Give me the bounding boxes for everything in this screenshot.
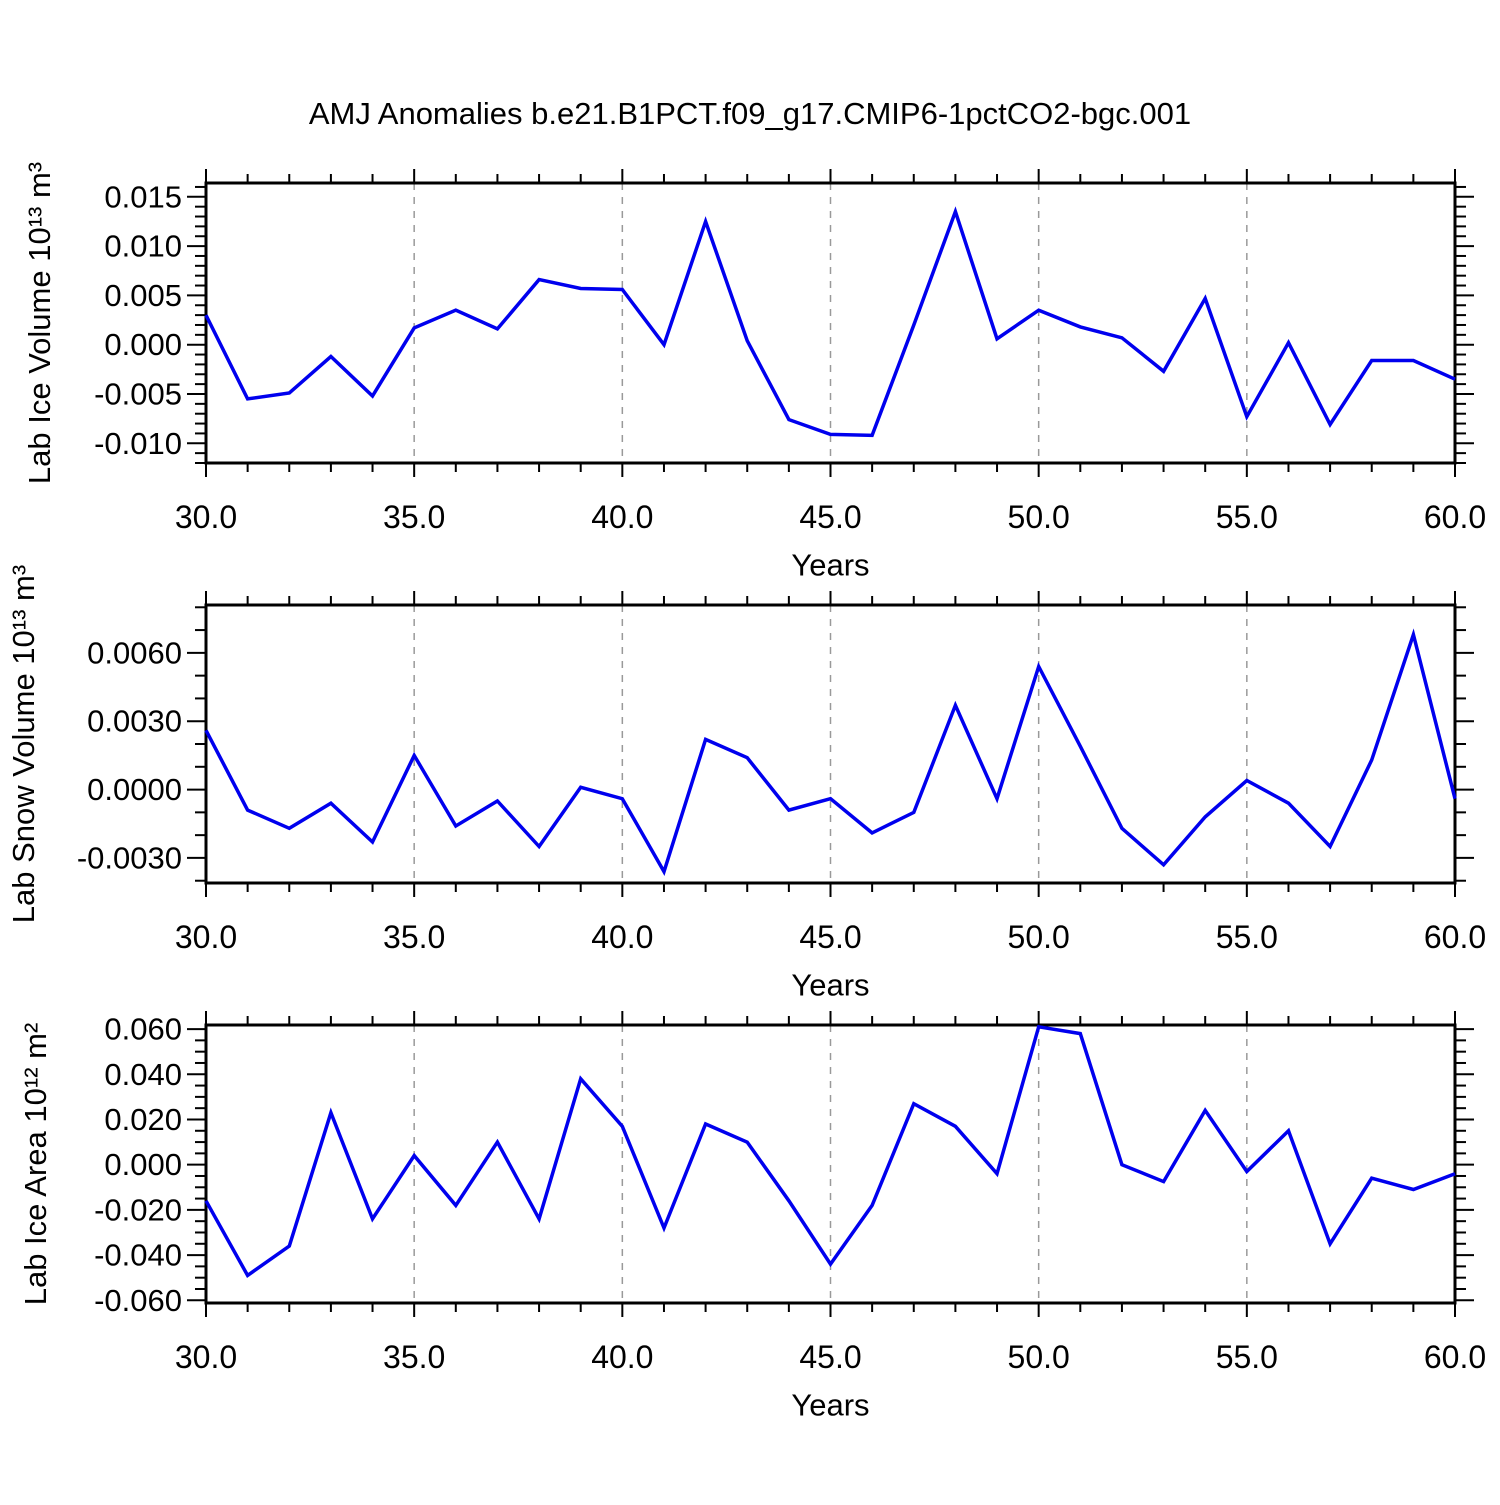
x-axis-title: Years xyxy=(791,1388,869,1423)
x-tick-label: 60.0 xyxy=(1424,919,1486,955)
y-tick-label: -0.020 xyxy=(94,1192,182,1227)
panel-2-y-axis-label: Lab Snow Volume 10¹³ m³ xyxy=(6,564,41,924)
plot-frame xyxy=(204,603,1457,885)
x-tick-label: 55.0 xyxy=(1216,919,1278,955)
plot-frame xyxy=(204,1023,1457,1305)
series-line-3 xyxy=(204,1024,1456,1278)
x-tick-label: 30.0 xyxy=(175,1339,237,1375)
y-tick-label: -0.040 xyxy=(94,1238,182,1273)
x-tick-label: 40.0 xyxy=(591,1339,653,1375)
y-tick-label: -0.005 xyxy=(94,376,182,411)
plot-frame xyxy=(204,181,1457,465)
x-tick-label: 30.0 xyxy=(175,499,237,535)
y-tick-label: 0.000 xyxy=(104,1147,182,1182)
y-tick-label: 0.040 xyxy=(104,1057,182,1092)
x-tick-label: 40.0 xyxy=(591,919,653,955)
x-tick-label: 50.0 xyxy=(1008,919,1070,955)
panel-3-y-axis-label: Lab Ice Area 10¹² m² xyxy=(18,1022,53,1306)
x-tick-label: 55.0 xyxy=(1216,1339,1278,1375)
y-tick-label: 0.0030 xyxy=(87,704,182,739)
x-tick-label: 35.0 xyxy=(383,499,445,535)
y-tick-label: 0.010 xyxy=(104,229,182,264)
x-tick-label: 40.0 xyxy=(591,499,653,535)
x-tick-label: 60.0 xyxy=(1424,499,1486,535)
x-tick-label: 60.0 xyxy=(1424,1339,1486,1375)
y-tick-label: 0.020 xyxy=(104,1102,182,1137)
series-line-1 xyxy=(204,206,1456,438)
x-axis-title: Years xyxy=(791,548,869,583)
y-tick-label: 0.0060 xyxy=(87,635,182,670)
x-tick-label: 45.0 xyxy=(799,1339,861,1375)
y-tick-label: -0.060 xyxy=(94,1283,182,1318)
x-axis-title: Years xyxy=(791,968,869,1003)
y-tick-label: -0.010 xyxy=(94,426,182,461)
chart-title: AMJ Anomalies b.e21.B1PCT.f09_g17.CMIP6-… xyxy=(308,96,1192,131)
series-line-2 xyxy=(204,628,1457,876)
x-tick-label: 55.0 xyxy=(1216,499,1278,535)
x-tick-label: 30.0 xyxy=(175,919,237,955)
y-tick-label: 0.015 xyxy=(104,179,182,214)
y-tick-label: -0.0030 xyxy=(77,840,182,875)
x-tick-label: 50.0 xyxy=(1008,499,1070,535)
panel-1-y-axis-label: Lab Ice Volume 10¹³ m³ xyxy=(22,161,57,485)
y-tick-label: 0.060 xyxy=(104,1012,182,1047)
x-tick-label: 35.0 xyxy=(383,1339,445,1375)
x-tick-label: 45.0 xyxy=(799,919,861,955)
y-tick-label: 0.000 xyxy=(104,327,182,362)
y-tick-label: 0.005 xyxy=(104,278,182,313)
x-tick-label: 45.0 xyxy=(799,499,861,535)
x-tick-label: 50.0 xyxy=(1008,1339,1070,1375)
x-tick-label: 35.0 xyxy=(383,919,445,955)
y-tick-label: 0.0000 xyxy=(87,772,182,807)
